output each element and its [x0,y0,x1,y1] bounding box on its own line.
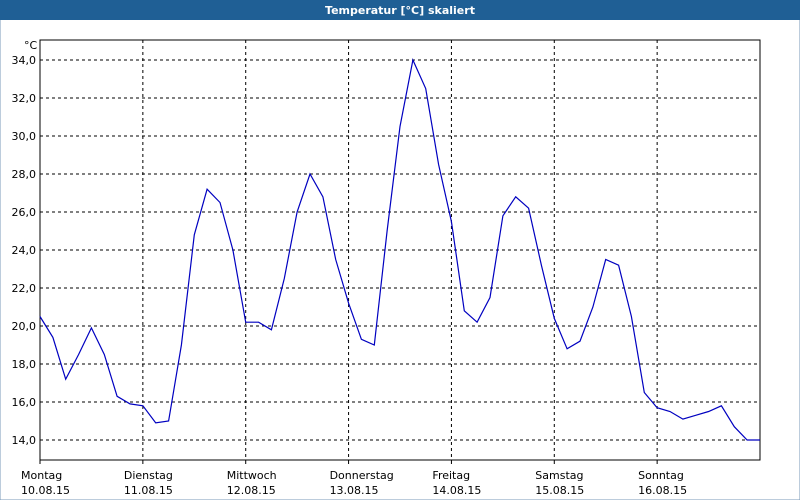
y-unit: °C [24,39,38,52]
y-tick-label: 22,0 [12,282,37,295]
x-tick-label: Montag [21,469,62,482]
y-tick-label: 28,0 [12,168,37,181]
x-tick-date: 12.08.15 [227,484,276,497]
x-tick-label: Donnerstag [330,469,394,482]
y-tick-label: 34,0 [12,54,37,67]
y-tick-label: 14,0 [12,434,37,447]
x-tick-label: Freitag [432,469,470,482]
x-tick-date: 14.08.15 [432,484,481,497]
title-bar [0,0,800,20]
x-tick-date: 13.08.15 [330,484,379,497]
x-tick-date: 16.08.15 [638,484,687,497]
chart-title: Temperatur [°C] skaliert [325,4,475,17]
y-tick-label: 24,0 [12,244,37,257]
y-tick-label: 18,0 [12,358,37,371]
y-tick-label: 26,0 [12,206,37,219]
y-tick-label: 20,0 [12,320,37,333]
x-tick-label: Dienstag [124,469,173,482]
x-tick-label: Sonntag [638,469,684,482]
y-tick-label: 16,0 [12,396,37,409]
x-tick-date: 11.08.15 [124,484,173,497]
y-tick-label: 30,0 [12,130,37,143]
x-tick-date: 10.08.15 [21,484,70,497]
x-tick-label: Mittwoch [227,469,277,482]
x-tick-date: 15.08.15 [535,484,584,497]
y-tick-label: 32,0 [12,92,37,105]
x-tick-label: Samstag [535,469,583,482]
data-line [39,58,760,441]
